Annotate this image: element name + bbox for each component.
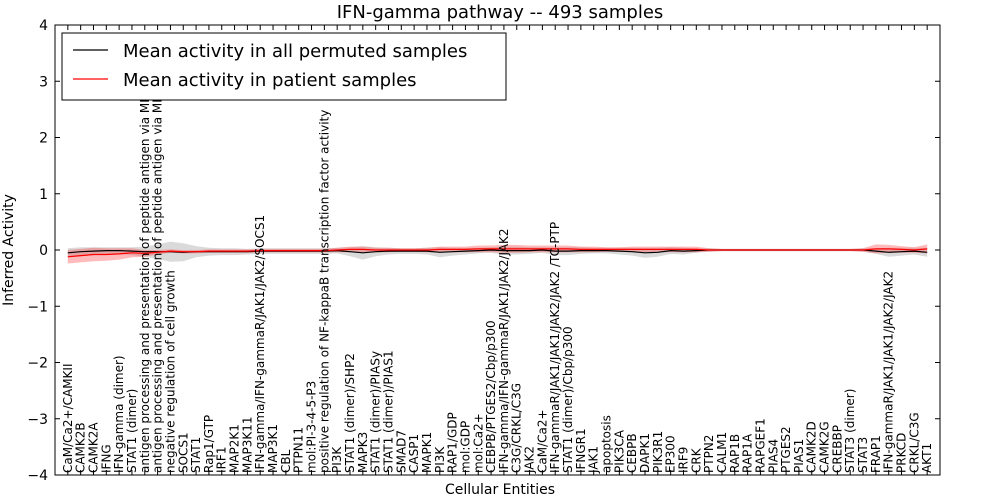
x-tick-label: IRF1 xyxy=(215,447,229,473)
x-tick-label: mol:GDP xyxy=(458,421,472,473)
x-ticks: CaM/Ca2+/CAMKIICAMK2BCAMK2AIFNGIFN-gamma… xyxy=(61,25,934,475)
x-tick-label: IFN-gammaR/JAK1/JAK1/JAK2/JAK2 /TC-PTP xyxy=(548,222,562,473)
x-tick-label: STAT3 (dimer) xyxy=(843,389,857,473)
y-tick-label: −4 xyxy=(27,468,48,484)
x-tick-label: IFN-gamma/IFN-gammaR/JAK1/JAK2/JAK2 xyxy=(497,228,511,473)
x-tick-label: PTGES2 xyxy=(779,426,793,473)
y-tick-label: 3 xyxy=(39,74,48,90)
series-line-patient xyxy=(67,248,928,258)
x-tick-label: PIAS1 xyxy=(792,439,806,473)
x-tick-label: JAK1 xyxy=(587,446,601,474)
x-tick-label: CEBPB xyxy=(625,433,639,473)
x-tick-label: RAP1/GDP xyxy=(446,412,460,473)
x-tick-label: CEBPB/PTGES2/Cbp/p300 xyxy=(484,320,498,473)
x-tick-label: CAMK2B xyxy=(74,422,88,473)
x-tick-label: STAT1 (dimer)/SHP2 xyxy=(343,353,357,473)
legend: Mean activity in all permuted samples Me… xyxy=(61,32,507,101)
y-axis-label: Inferred Activity xyxy=(1,194,17,306)
x-tick-label: negative regulation of cell growth xyxy=(163,270,177,473)
x-tick-label: CAMK2D xyxy=(805,421,819,473)
x-tick-label: IRF9 xyxy=(677,447,691,473)
y-tick-label: 1 xyxy=(39,187,48,203)
x-tick-label: MAP3K11 xyxy=(240,416,254,473)
x-tick-label: RAPGEF1 xyxy=(753,418,767,473)
x-tick-label: antigen processing and presentation of p… xyxy=(138,44,152,473)
x-tick-label: MAP3K1 xyxy=(266,424,280,473)
x-tick-label: Rap1/GTP xyxy=(202,415,216,473)
band-permuted xyxy=(67,241,928,262)
x-tick-label: RAP1A xyxy=(741,433,755,473)
x-tick-label: IFN-gamma (dimer) xyxy=(112,355,126,473)
x-tick-label: STAT1 xyxy=(189,437,203,473)
legend-box xyxy=(61,32,507,101)
y-tick-label: −1 xyxy=(27,299,48,315)
x-tick-label: IFN-gammaR/JAK1/JAK1/JAK2/JAK2 xyxy=(882,271,896,473)
x-tick-label: MAPK1 xyxy=(420,432,434,473)
x-tick-label: PIAS4 xyxy=(766,439,780,473)
x-tick-label: PTPN2 xyxy=(702,435,716,473)
x-tick-label: CALM1 xyxy=(715,432,729,473)
x-tick-label: PI3K xyxy=(330,446,344,473)
x-tick-label: apoptosis xyxy=(600,415,614,473)
x-tick-label: CaM/Ca2+ xyxy=(535,409,549,473)
chart-title: IFN-gamma pathway -- 493 samples xyxy=(337,2,664,23)
x-tick-label: STAT1 (dimer) xyxy=(125,389,139,473)
x-tick-label: STAT3 xyxy=(856,437,870,473)
x-tick-label: CaM/Ca2+/CAMKII xyxy=(61,363,75,472)
x-tick-label: CAMK2G xyxy=(818,421,832,473)
y-tick-label: 4 xyxy=(39,18,48,34)
y-tick-label: −2 xyxy=(27,356,48,372)
x-tick-label: STAT1 (dimer)/PIASy xyxy=(369,351,383,473)
x-tick-label: SOCS1 xyxy=(176,432,190,473)
legend-label-patient: Mean activity in patient samples xyxy=(123,70,417,91)
x-tick-label: PTPN11 xyxy=(292,427,306,473)
x-tick-label: CAMK2A xyxy=(87,422,101,473)
x-tick-label: PI3K xyxy=(433,446,447,473)
x-tick-label: STAT1 (dimer)/PIAS1 xyxy=(382,350,396,473)
x-tick-label: IFNGR1 xyxy=(574,428,588,473)
x-tick-label: STAT1 (dimer)/Cbp/p300 xyxy=(561,326,575,473)
x-tick-label: CBL xyxy=(279,449,293,473)
x-tick-label: IFN-gamma/IFN-gammaR/JAK1/JAK2/SOCS1 xyxy=(253,215,267,473)
x-tick-label: RAP1B xyxy=(728,434,742,473)
x-axis-label: Cellular Entities xyxy=(445,482,555,498)
x-tick-label: JAK2 xyxy=(523,446,537,474)
x-tick-label: positive regulation of NF-kappaB transcr… xyxy=(317,110,331,473)
x-tick-label: CRKL/C3G xyxy=(907,412,921,473)
y-tick-label: 2 xyxy=(39,131,48,147)
x-tick-label: CREBBP xyxy=(830,425,844,473)
x-tick-label: MAPK3 xyxy=(356,432,370,473)
x-tick-label: SMAD7 xyxy=(394,430,408,473)
x-tick-label: EP300 xyxy=(664,435,678,473)
x-tick-label: CRK xyxy=(689,447,703,473)
plot-frame xyxy=(54,24,941,476)
x-tick-label: C3G/CRKL/C3G xyxy=(510,383,524,473)
band-patient xyxy=(67,244,928,264)
x-tick-label: CASP1 xyxy=(407,434,421,473)
x-tick-label: antigen processing and presentation of p… xyxy=(151,41,165,473)
series-lines xyxy=(67,248,928,258)
x-tick-label: IFNG xyxy=(99,444,113,473)
x-tick-label: PIK3CA xyxy=(612,429,626,473)
y-tick-label: −3 xyxy=(27,412,48,428)
x-tick-label: PRKCD xyxy=(895,433,909,473)
x-tick-label: FRAP1 xyxy=(869,435,883,473)
x-tick-label: mol:Ca2+ xyxy=(471,413,485,473)
x-tick-label: AKT1 xyxy=(920,443,934,473)
confidence-bands xyxy=(67,241,928,264)
x-tick-label: DAPK1 xyxy=(638,433,652,473)
y-tick-label: 0 xyxy=(39,243,48,259)
x-tick-label: mol:PI-3-4-5-P3 xyxy=(305,381,319,473)
legend-label-permuted: Mean activity in all permuted samples xyxy=(123,41,467,62)
x-tick-label: MAP2K1 xyxy=(228,424,242,473)
x-tick-label: PIK3R1 xyxy=(651,431,665,473)
